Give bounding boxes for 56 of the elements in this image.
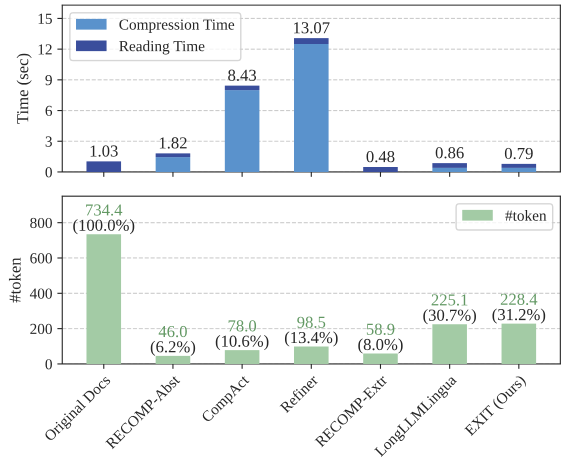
bar (432, 163, 467, 168)
annotation: (31.2%) (492, 308, 546, 324)
y-tick-label: 3 (46, 136, 52, 147)
y-axis-title: #token (8, 258, 21, 302)
bar (502, 324, 536, 364)
total-label: 0.48 (366, 151, 394, 162)
total-label: 8.43 (228, 70, 256, 81)
y-tick-label: 9 (45, 75, 52, 86)
total-label: 0.79 (504, 148, 533, 160)
total-label: 1.03 (90, 145, 118, 157)
bar (294, 44, 329, 172)
bar (224, 90, 260, 172)
bar (294, 346, 329, 364)
bar (363, 167, 398, 172)
y-tick-label: 400 (30, 288, 52, 299)
y-tick-label: 600 (30, 253, 52, 264)
bar (156, 153, 190, 158)
annotation: (10.6%) (216, 335, 268, 350)
annotation: (100.0%) (73, 219, 134, 234)
bar (156, 356, 190, 364)
bar (432, 324, 467, 364)
data-label: 225.1 (432, 294, 468, 306)
bar (502, 168, 536, 172)
data-label: 228.4 (500, 294, 538, 306)
annotation: (8.0%) (358, 338, 403, 354)
y-tick-label: 12 (38, 44, 52, 54)
y-tick-label: 200 (30, 324, 52, 334)
bar (224, 350, 260, 364)
legend-label: #token (505, 210, 546, 221)
bar (502, 164, 536, 168)
bar (432, 168, 467, 172)
bar (86, 161, 122, 172)
total-label: 1.82 (160, 137, 187, 149)
data-label: 734.4 (86, 204, 122, 216)
bar (294, 38, 329, 44)
total-label: 0.86 (436, 147, 464, 158)
annotation: (6.2%) (150, 340, 196, 356)
bar (156, 157, 190, 172)
legend-label: Reading Time (119, 40, 204, 54)
y-tick-label: 0 (45, 359, 52, 370)
data-label: 58.9 (366, 324, 394, 335)
annotation: (30.7%) (423, 309, 476, 324)
legend-label: Compression Time (119, 19, 234, 33)
y-tick-label: 800 (30, 218, 52, 228)
total-label: 13.07 (294, 22, 330, 34)
bar (224, 86, 260, 90)
bar (363, 354, 398, 364)
y-tick-label: 0 (45, 167, 52, 178)
data-label: 78.0 (228, 320, 256, 332)
data-label: 46.0 (158, 326, 187, 338)
y-tick-label: 6 (46, 106, 52, 116)
bar (86, 234, 122, 364)
y-tick-label: 15 (38, 14, 52, 24)
annotation: (13.4%) (284, 331, 338, 347)
data-label: 98.5 (297, 316, 326, 328)
y-axis-title: Time (sec) (16, 54, 32, 124)
